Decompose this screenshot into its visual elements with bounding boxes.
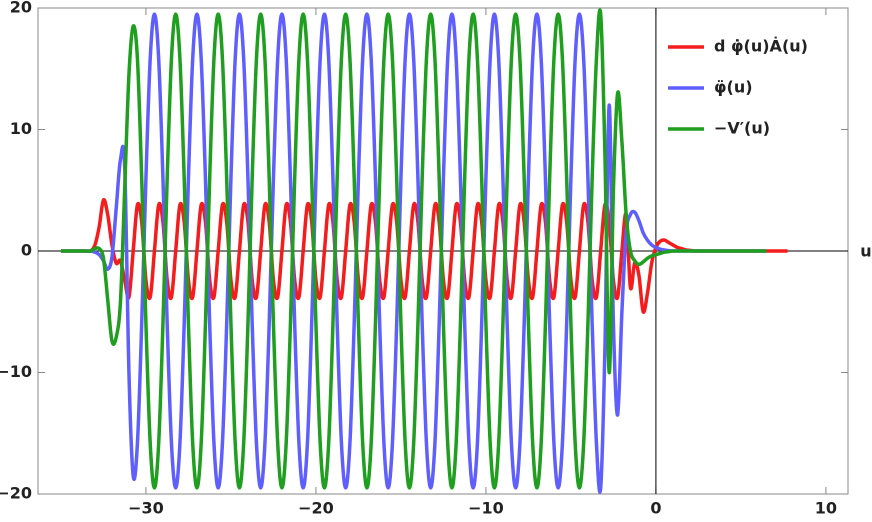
x-tick-label: −30: [128, 499, 164, 518]
x-tick-label: 0: [650, 499, 661, 518]
y-tick-label: −10: [0, 362, 32, 381]
y-tick-label: −20: [0, 484, 32, 503]
legend-label: −V′(u): [714, 119, 770, 138]
legend-label: φ̈(u): [714, 78, 753, 97]
y-tick-label: 0: [21, 241, 32, 260]
series-line: [60, 12, 767, 494]
series-line: [60, 197, 788, 314]
legend-label: d φ̇(u)Ȧ(u): [714, 37, 808, 56]
y-tick-label: 10: [10, 119, 32, 138]
series-line: [60, 8, 767, 490]
y-tick-label: 20: [10, 0, 32, 17]
x-tick-label: 10: [815, 499, 837, 518]
x-tick-label: −10: [468, 499, 504, 518]
x-tick-label: −20: [298, 499, 334, 518]
x-axis-label: u: [860, 242, 871, 261]
